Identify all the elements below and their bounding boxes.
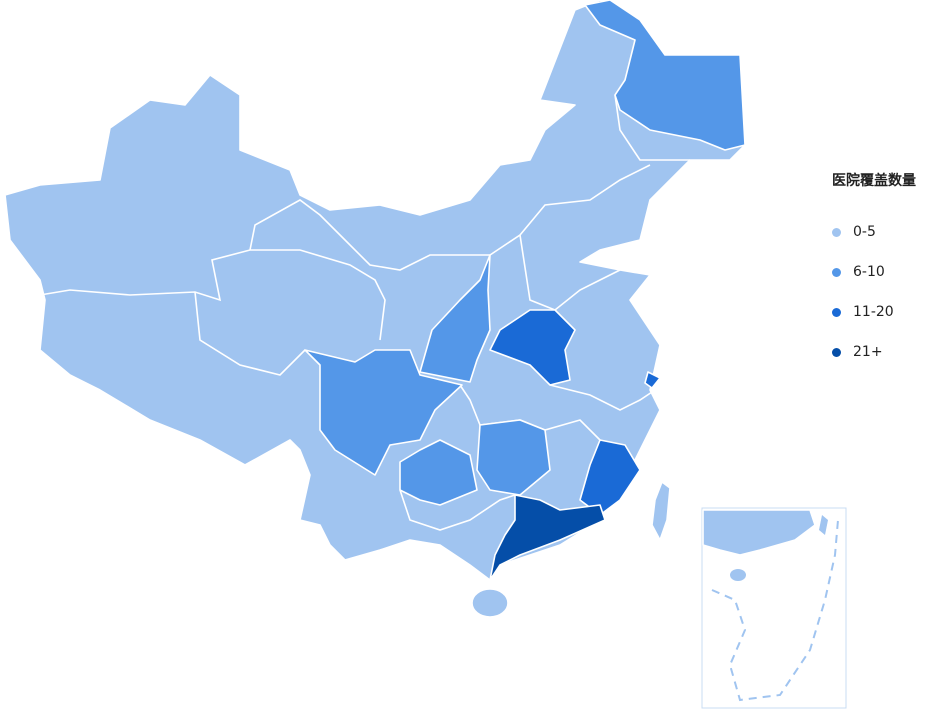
region-heilongjiang[interactable] xyxy=(584,0,746,151)
legend-label: 11-20 xyxy=(853,304,894,320)
legend-dot-icon xyxy=(832,307,841,317)
legend-item[interactable]: 11-20 xyxy=(832,292,916,332)
province-borders xyxy=(194,291,306,376)
province-borders xyxy=(549,384,656,411)
inset-hainan xyxy=(730,569,746,581)
region-sichuan[interactable] xyxy=(304,349,463,476)
legend-label: 0-5 xyxy=(853,224,876,240)
region-hainan[interactable] xyxy=(471,588,509,618)
province-borders xyxy=(39,249,386,341)
region-shaanxi[interactable] xyxy=(419,254,491,383)
region-fujian[interactable] xyxy=(579,439,641,516)
region-china-base[interactable] xyxy=(4,0,746,581)
region-taiwan[interactable] xyxy=(651,481,671,541)
south-china-sea-inset xyxy=(701,507,847,709)
legend-dot-icon xyxy=(832,267,841,277)
province-borders xyxy=(519,234,621,311)
legend-dot-icon xyxy=(832,347,841,357)
province-borders xyxy=(614,94,690,161)
legend: 医院覆盖数量 0-5 6-10 11-20 21+ xyxy=(832,170,916,372)
province-borders xyxy=(399,489,516,531)
legend-item[interactable]: 6-10 xyxy=(832,252,916,292)
inset-mainland xyxy=(702,509,816,556)
region-guangdong[interactable] xyxy=(489,494,606,581)
legend-title: 医院覆盖数量 xyxy=(832,173,916,189)
region-hunan[interactable] xyxy=(476,419,551,496)
nine-dash-line xyxy=(711,519,839,702)
region-shanghai[interactable] xyxy=(644,371,661,389)
province-borders xyxy=(249,164,651,271)
region-henan[interactable] xyxy=(489,309,576,386)
legend-item[interactable]: 0-5 xyxy=(832,212,916,252)
region-guizhou[interactable] xyxy=(399,439,478,506)
legend-label: 6-10 xyxy=(853,264,885,280)
inset-taiwan xyxy=(819,515,828,535)
legend-label: 21+ xyxy=(853,344,883,360)
legend-dot-icon xyxy=(832,227,841,237)
legend-item[interactable]: 21+ xyxy=(832,332,916,372)
